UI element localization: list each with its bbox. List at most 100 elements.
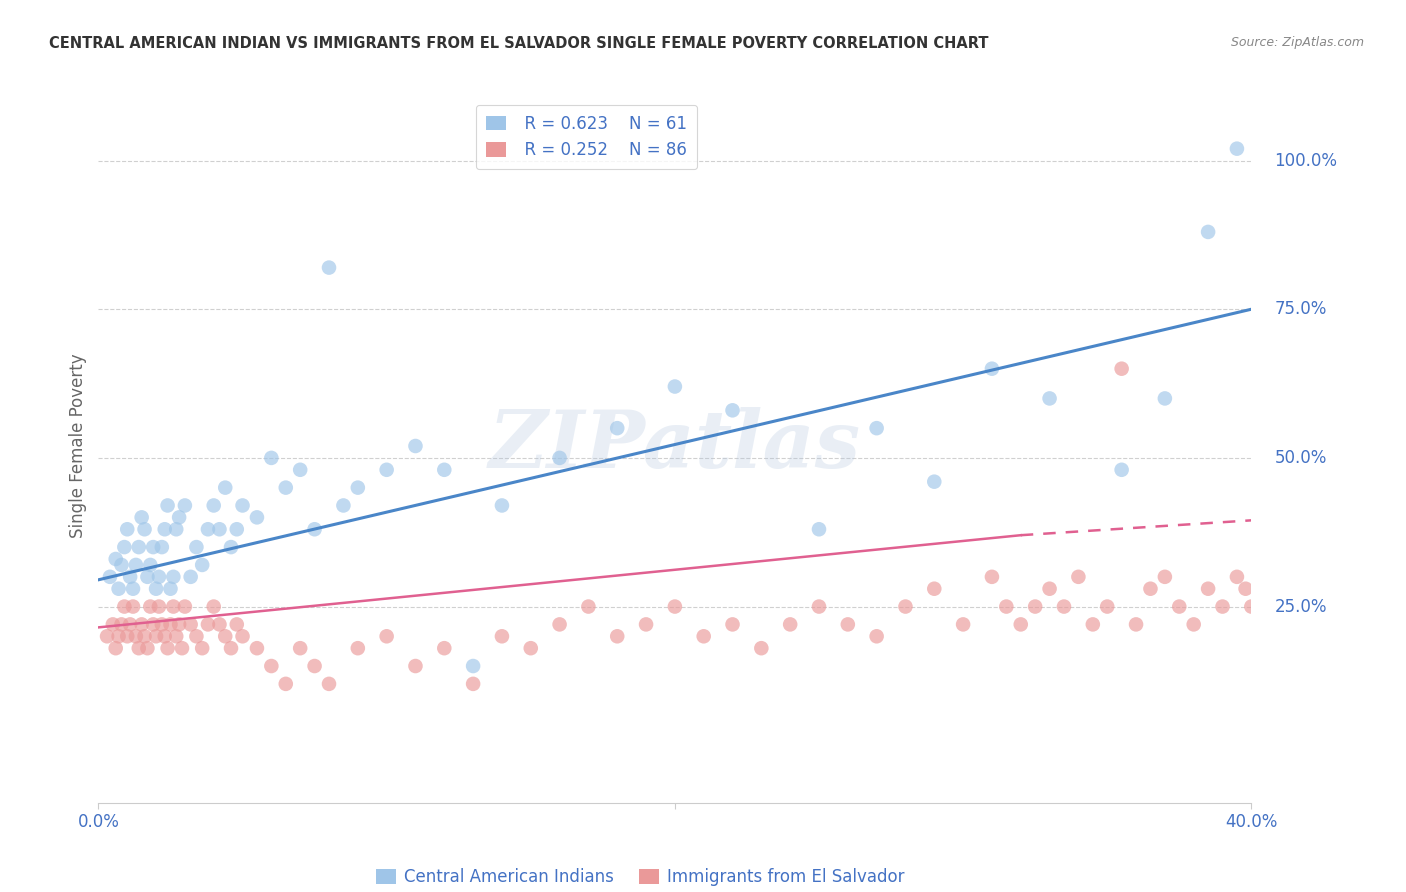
Point <box>721 617 744 632</box>
Point <box>1081 617 1104 632</box>
Point <box>142 540 165 554</box>
Point <box>1067 570 1090 584</box>
Point <box>1097 599 1119 614</box>
Point <box>1053 599 1076 614</box>
Point <box>136 570 159 584</box>
Point <box>304 522 326 536</box>
Y-axis label: Single Female Poverty: Single Female Poverty <box>69 354 87 538</box>
Point <box>117 522 138 536</box>
Point <box>139 599 162 614</box>
Point <box>180 570 202 584</box>
Point <box>98 570 121 584</box>
Point <box>148 599 170 614</box>
Point <box>104 552 127 566</box>
Point <box>156 641 179 656</box>
Point <box>1153 392 1175 406</box>
Point <box>162 599 184 614</box>
Point <box>1226 142 1249 156</box>
Point <box>491 629 513 643</box>
Point <box>167 510 190 524</box>
Point <box>165 522 187 536</box>
Point <box>1254 570 1277 584</box>
Point <box>290 463 312 477</box>
Text: 100.0%: 100.0% <box>1274 152 1337 169</box>
Point <box>1168 599 1191 614</box>
Point <box>1111 361 1133 376</box>
Point <box>134 629 156 643</box>
Point <box>346 481 368 495</box>
Point <box>134 522 156 536</box>
Point <box>110 558 132 572</box>
Point <box>208 617 231 632</box>
Point <box>664 599 686 614</box>
Point <box>405 439 427 453</box>
Point <box>128 641 150 656</box>
Point <box>1153 570 1175 584</box>
Point <box>405 659 427 673</box>
Point <box>274 481 297 495</box>
Point <box>1038 392 1062 406</box>
Point <box>1139 582 1161 596</box>
Point <box>693 629 716 643</box>
Point <box>122 599 145 614</box>
Point <box>186 540 208 554</box>
Point <box>461 677 484 691</box>
Point <box>636 617 658 632</box>
Point <box>159 617 181 632</box>
Point <box>120 570 142 584</box>
Point <box>153 522 176 536</box>
Point <box>260 659 283 673</box>
Point <box>167 617 190 632</box>
Point <box>165 629 187 643</box>
Text: 75.0%: 75.0% <box>1274 301 1327 318</box>
Point <box>491 499 513 513</box>
Point <box>128 540 150 554</box>
Point <box>186 629 208 643</box>
Point <box>606 421 628 435</box>
Point <box>1125 617 1147 632</box>
Point <box>1240 599 1263 614</box>
Point <box>219 641 242 656</box>
Point <box>174 499 197 513</box>
Point <box>461 659 484 673</box>
Point <box>1197 582 1219 596</box>
Point <box>131 617 153 632</box>
Point <box>866 421 889 435</box>
Point <box>197 617 219 632</box>
Point <box>107 582 129 596</box>
Point <box>208 522 231 536</box>
Point <box>1197 225 1219 239</box>
Text: ZIPatlas: ZIPatlas <box>489 408 860 484</box>
Point <box>375 629 398 643</box>
Point <box>751 641 773 656</box>
Point <box>142 617 165 632</box>
Point <box>145 582 167 596</box>
Point <box>110 617 132 632</box>
Point <box>246 641 269 656</box>
Point <box>981 570 1004 584</box>
Point <box>150 540 173 554</box>
Point <box>894 599 917 614</box>
Point <box>318 677 340 691</box>
Point <box>231 629 254 643</box>
Point <box>995 599 1018 614</box>
Point <box>225 617 247 632</box>
Point <box>125 629 148 643</box>
Point <box>548 617 571 632</box>
Point <box>156 499 179 513</box>
Point <box>231 499 254 513</box>
Point <box>180 617 202 632</box>
Point <box>170 641 193 656</box>
Point <box>779 617 801 632</box>
Point <box>246 510 269 524</box>
Point <box>433 463 456 477</box>
Point <box>433 641 456 656</box>
Point <box>197 522 219 536</box>
Point <box>191 558 214 572</box>
Point <box>145 629 167 643</box>
Point <box>1038 582 1062 596</box>
Point <box>952 617 974 632</box>
Point <box>578 599 600 614</box>
Text: Source: ZipAtlas.com: Source: ZipAtlas.com <box>1230 36 1364 49</box>
Point <box>837 617 859 632</box>
